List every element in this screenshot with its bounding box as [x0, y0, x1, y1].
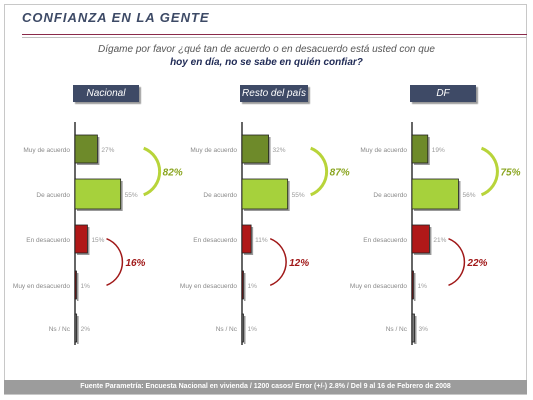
- value-label: 1%: [418, 283, 428, 290]
- panel-header-resto-del-pais: Resto del país: [240, 85, 308, 102]
- bar: [74, 270, 77, 300]
- value-label: 1%: [81, 283, 91, 290]
- agree-total-label: 82%: [163, 168, 183, 179]
- question-line-1: Dígame por favor ¿qué tan de acuerdo o e…: [98, 44, 435, 55]
- category-label: De acuerdo: [203, 192, 237, 199]
- bar: [411, 270, 414, 300]
- value-label: 15%: [91, 237, 104, 244]
- panel-header-nacional: Nacional: [73, 85, 139, 102]
- chart-frame: [4, 4, 527, 395]
- bar: [241, 313, 244, 343]
- value-label: 1%: [248, 283, 258, 290]
- source-footer: Fuente Parametría: Encuesta Nacional en …: [4, 380, 527, 394]
- agree-bracket-arc: [480, 146, 499, 197]
- panel-header-df: DF: [410, 85, 476, 102]
- category-label: De acuerdo: [373, 192, 407, 199]
- bar-shadow: [244, 273, 246, 301]
- category-label: Ns / Nc: [216, 326, 238, 333]
- category-label: Muy de acuerdo: [190, 147, 237, 154]
- agree-total-label: 87%: [330, 168, 350, 179]
- value-label: 11%: [255, 237, 268, 244]
- bar: [241, 134, 269, 164]
- value-label: 27%: [101, 147, 114, 154]
- value-label: 55%: [125, 192, 138, 199]
- value-label: 1%: [248, 326, 258, 333]
- disagree-total-label: 22%: [466, 258, 487, 269]
- bar: [74, 134, 98, 164]
- category-label: Muy en desacuerdo: [350, 283, 407, 290]
- value-label: 32%: [273, 147, 286, 154]
- bar-shadow: [244, 316, 246, 344]
- bar: [74, 224, 88, 254]
- bar: [74, 178, 122, 210]
- bar: [411, 178, 459, 210]
- disagree-bracket-arc: [448, 238, 466, 286]
- agree-bracket-arc: [143, 146, 162, 197]
- bar-shadow: [77, 316, 79, 344]
- chart-title: CONFIANZA EN LA GENTE: [22, 10, 210, 25]
- question-line-2: hoy en día, no se sabe en quién confiar?: [170, 57, 363, 68]
- category-label: En desacuerdo: [193, 237, 237, 244]
- category-label: En desacuerdo: [26, 237, 70, 244]
- value-label: 56%: [462, 192, 475, 199]
- category-label: Muy de acuerdo: [360, 147, 407, 154]
- bar: [411, 224, 430, 254]
- category-label: Muy en desacuerdo: [180, 283, 237, 290]
- bar-shadow: [414, 316, 417, 344]
- disagree-bracket-arc: [269, 238, 287, 286]
- bar-shadow: [77, 273, 79, 301]
- agree-total-label: 75%: [500, 168, 520, 179]
- disagree-total-label: 16%: [125, 258, 145, 269]
- disagree-bracket-arc: [106, 238, 124, 286]
- value-label: 3%: [418, 326, 428, 333]
- title-rule-secondary: [22, 37, 527, 38]
- bar: [411, 134, 429, 164]
- bar: [411, 313, 415, 343]
- category-label: De acuerdo: [36, 192, 70, 199]
- category-label: Ns / Nc: [386, 326, 408, 333]
- bar-shadow: [414, 273, 416, 301]
- category-label: Ns / Nc: [49, 326, 71, 333]
- disagree-total-label: 12%: [289, 258, 309, 269]
- value-label: 2%: [81, 326, 91, 333]
- agree-bracket-arc: [310, 146, 329, 197]
- category-label: En desacuerdo: [363, 237, 407, 244]
- value-label: 55%: [292, 192, 305, 199]
- bar: [241, 178, 289, 210]
- value-label: 19%: [432, 147, 445, 154]
- bar: [241, 224, 252, 254]
- bar: [241, 270, 244, 300]
- category-label: Muy en desacuerdo: [13, 283, 70, 290]
- title-rule: [22, 34, 527, 35]
- bar: [74, 313, 78, 343]
- value-label: 21%: [433, 237, 446, 244]
- category-label: Muy de acuerdo: [23, 147, 70, 154]
